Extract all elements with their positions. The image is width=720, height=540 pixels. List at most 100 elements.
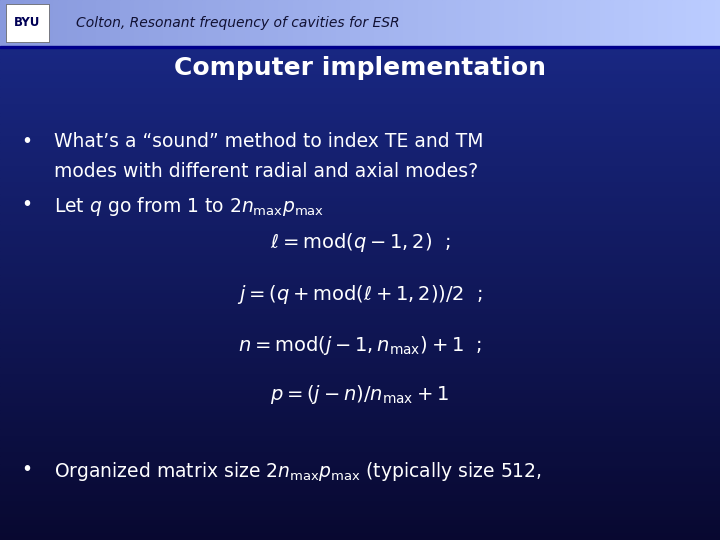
Bar: [0, 529, 720, 532]
Bar: [0, 469, 720, 472]
Bar: [0, 337, 720, 340]
Bar: [279, 0, 284, 46]
Text: What’s a “sound” method to index TE and TM: What’s a “sound” method to index TE and …: [54, 132, 484, 151]
Bar: [264, 0, 269, 46]
Bar: [0, 456, 720, 459]
Text: modes with different radial and axial modes?: modes with different radial and axial mo…: [54, 162, 478, 181]
Bar: [0, 226, 720, 230]
Bar: [86, 0, 92, 46]
Bar: [441, 0, 447, 46]
Text: $n = \mathrm{mod}(j-1, n_{\mathrm{max}}) + 1$  ;: $n = \mathrm{mod}(j-1, n_{\mathrm{max}})…: [238, 334, 482, 357]
Bar: [125, 0, 130, 46]
Bar: [662, 0, 668, 46]
Bar: [0, 94, 720, 97]
Bar: [0, 361, 720, 365]
Bar: [0, 534, 720, 537]
Bar: [72, 0, 78, 46]
Bar: [0, 245, 720, 248]
Bar: [43, 0, 49, 46]
Bar: [0, 70, 720, 73]
Bar: [634, 0, 639, 46]
Bar: [307, 0, 312, 46]
Bar: [0, 348, 720, 351]
Bar: [0, 251, 720, 254]
Bar: [0, 24, 720, 27]
Bar: [0, 64, 720, 68]
Bar: [0, 80, 720, 84]
Bar: [0, 332, 720, 335]
Bar: [0, 21, 720, 24]
Bar: [130, 0, 135, 46]
Bar: [0, 388, 720, 392]
Bar: [0, 426, 720, 429]
Text: $p = (j-n)/n_{\mathrm{max}} + 1$: $p = (j-n)/n_{\mathrm{max}} + 1$: [271, 383, 449, 406]
Bar: [0, 531, 720, 535]
Bar: [297, 0, 303, 46]
Bar: [0, 488, 720, 491]
Bar: [0, 283, 720, 286]
Bar: [110, 0, 116, 46]
Bar: [0, 210, 720, 213]
Bar: [0, 78, 720, 81]
Bar: [34, 0, 39, 46]
Bar: [379, 0, 384, 46]
Bar: [595, 0, 600, 46]
Bar: [274, 0, 279, 46]
Bar: [509, 0, 514, 46]
Bar: [0, 275, 720, 278]
Bar: [0, 394, 720, 397]
Bar: [0, 107, 720, 111]
Bar: [499, 0, 505, 46]
Bar: [461, 0, 467, 46]
Bar: [0, 340, 720, 343]
Bar: [538, 0, 543, 46]
Bar: [0, 429, 720, 432]
Text: Computer implementation: Computer implementation: [174, 56, 546, 79]
Bar: [0, 404, 720, 408]
Bar: [696, 0, 701, 46]
Bar: [0, 413, 720, 416]
Bar: [0, 16, 720, 19]
Bar: [0, 102, 720, 105]
Bar: [614, 0, 620, 46]
Bar: [398, 0, 404, 46]
Bar: [288, 0, 294, 46]
Bar: [0, 278, 720, 281]
Bar: [0, 467, 720, 470]
Bar: [312, 0, 318, 46]
Bar: [0, 521, 720, 524]
Bar: [230, 0, 236, 46]
Bar: [0, 32, 720, 35]
Bar: [0, 526, 720, 529]
Bar: [0, 342, 720, 346]
Bar: [0, 53, 720, 57]
Bar: [485, 0, 490, 46]
Bar: [0, 440, 720, 443]
Bar: [63, 0, 68, 46]
Bar: [0, 272, 720, 275]
Bar: [0, 359, 720, 362]
Bar: [0, 183, 720, 186]
Bar: [0, 364, 720, 367]
Bar: [480, 0, 485, 46]
Bar: [0, 45, 720, 49]
Bar: [605, 0, 611, 46]
Bar: [0, 124, 720, 127]
Bar: [0, 523, 720, 526]
Bar: [48, 0, 53, 46]
Bar: [576, 0, 582, 46]
Bar: [0, 105, 720, 108]
Bar: [0, 318, 720, 321]
Bar: [0, 512, 720, 516]
Bar: [610, 0, 615, 46]
Bar: [173, 0, 179, 46]
Bar: [0, 480, 720, 483]
Bar: [0, 202, 720, 205]
Bar: [0, 256, 720, 259]
Bar: [153, 0, 159, 46]
Bar: [302, 0, 308, 46]
Bar: [317, 0, 323, 46]
Bar: [283, 0, 289, 46]
Bar: [0, 40, 720, 43]
Bar: [67, 0, 73, 46]
